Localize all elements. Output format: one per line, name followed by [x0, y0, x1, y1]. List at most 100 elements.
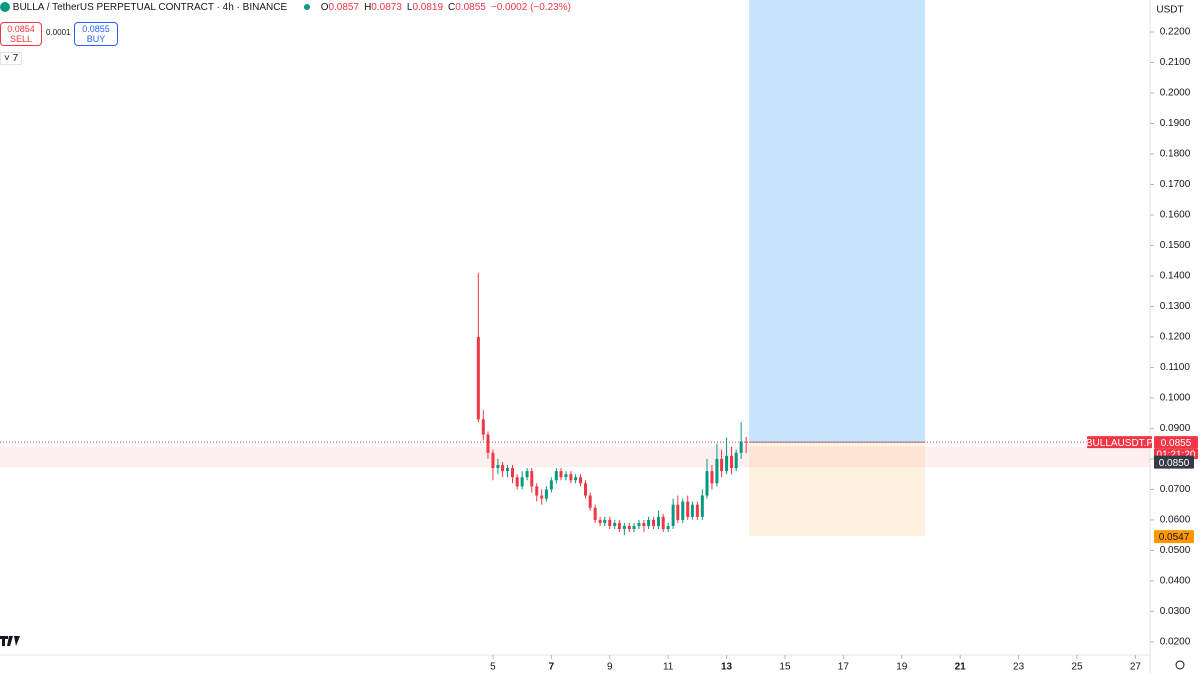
x-tick-label: 7 [549, 662, 555, 673]
candle-body [676, 504, 680, 520]
candle-body [511, 468, 515, 478]
y-tick-label: 0.1400 [1160, 271, 1191, 282]
candle-body [734, 452, 738, 469]
indicator-toggle[interactable]: ˅ 7 [0, 52, 23, 65]
ohlc-item: 0.0873 [371, 2, 402, 13]
candle-body [632, 526, 636, 530]
x-tick-label: 13 [721, 662, 733, 673]
candle-body [603, 519, 607, 523]
y-tick-label: 0.0200 [1160, 637, 1191, 648]
candle-body [652, 519, 656, 527]
ohlc-item: 0.0819 [412, 2, 444, 13]
candle-body [622, 526, 626, 530]
logo [0, 636, 20, 646]
symbol-label-bg [1087, 436, 1152, 449]
candle-body [569, 474, 573, 481]
buy-button[interactable]: 0.0855 BUY [74, 22, 118, 46]
candle-body [481, 419, 485, 435]
sell-label: SELL [9, 34, 33, 44]
candle-body [535, 486, 539, 496]
x-tick-label: 19 [896, 662, 908, 673]
ohlc-item: 0.0855 [455, 2, 486, 13]
x-tick-label: 23 [1013, 662, 1025, 673]
x-tick-label: 15 [779, 662, 791, 673]
countdown-text: 01:21:20 [1157, 449, 1196, 460]
candle-body [506, 468, 510, 472]
candle-body [647, 519, 651, 527]
x-tick-label: 17 [838, 662, 850, 673]
symbol-label: BULLAUSDT.P [1086, 436, 1154, 449]
last-price-label: 0.0855 [1154, 436, 1198, 449]
candle-body [525, 471, 529, 478]
symbol-label-text: BULLAUSDT.P [1086, 438, 1154, 449]
candle-body [690, 504, 694, 517]
y-tick-label: 0.0700 [1160, 484, 1191, 495]
candle-body [501, 465, 505, 472]
candle-body [617, 522, 621, 530]
ohlc-item: −0.0002 (−0.23%) [490, 2, 571, 13]
candle-body [540, 495, 544, 499]
candle-body [588, 495, 592, 508]
y-tick-label: 0.0400 [1160, 576, 1191, 587]
candle-body [730, 455, 734, 469]
candle-body [666, 526, 670, 530]
candle-body [642, 522, 646, 527]
buy-label: BUY [86, 34, 106, 44]
candle-body [671, 504, 675, 527]
currency[interactable]: USDT [1156, 5, 1183, 16]
level-label: 0.0850 [1154, 455, 1194, 469]
candle-body [744, 441, 748, 443]
ohlc-item: L [406, 2, 413, 13]
level-label-bg [1154, 455, 1194, 469]
candle-body [715, 458, 719, 484]
candle-body [739, 441, 743, 453]
candle-body [574, 477, 578, 481]
y-tick-label: 0.0500 [1160, 545, 1191, 556]
y-tick-label: 0.1600 [1160, 210, 1191, 221]
title[interactable]: BULLA / TetherUS PERPETUAL CONTRACT · 4h… [12, 2, 288, 13]
y-tick-label: 0.1000 [1160, 393, 1191, 404]
candle-body [476, 336, 480, 420]
candle-body [720, 458, 724, 472]
last-price-label-bg [1154, 436, 1198, 449]
y-tick-label: 0.1900 [1160, 118, 1191, 129]
y-tick-label: 0.0300 [1160, 606, 1191, 617]
y-tick-label: 0.1500 [1160, 240, 1191, 251]
spread: 0.0001 [46, 28, 71, 37]
ohlc-item: H [364, 2, 372, 13]
x-tick-label: 21 [955, 662, 967, 673]
y-tick-label: 0.1200 [1160, 332, 1191, 343]
candle-body [705, 471, 709, 496]
candle-body [544, 489, 548, 499]
candle-body [637, 522, 641, 527]
y-tick-label: 0.2000 [1160, 88, 1191, 99]
stop-label: 0.0547 [1154, 530, 1194, 543]
stop-label-bg [1154, 530, 1194, 544]
buy-price: 0.0855 [82, 24, 110, 34]
stop-box [749, 442, 926, 537]
settings-icon[interactable] [1175, 660, 1185, 670]
y-tick-label: 0.2100 [1160, 57, 1191, 68]
x-tick-label: 25 [1071, 662, 1083, 673]
x-tick-label: 9 [607, 662, 613, 673]
candle-body [627, 526, 631, 530]
y-tick-label: 0.1700 [1160, 179, 1191, 190]
candle-body [695, 504, 699, 517]
zone [0, 446, 1150, 468]
candle-body [700, 495, 704, 517]
candle-body [530, 471, 534, 487]
candle-body [686, 501, 690, 517]
indicator-count: 7 [12, 53, 19, 64]
ohlc-legend: O0.0857 H0.0873 L0.0819 C0.0855 −0.0002 (−0.… [321, 2, 571, 13]
candle-body [549, 480, 553, 490]
candle-body [657, 516, 661, 527]
sell-price: 0.0854 [7, 24, 35, 34]
sell-button[interactable]: 0.0854 SELL [0, 22, 42, 46]
candle-body [496, 465, 500, 469]
last-price-label-text: 0.0855 [1161, 438, 1192, 449]
stop-label-text: 0.0547 [1159, 532, 1190, 543]
candle-body [593, 507, 597, 520]
y-tick-label: 0.2200 [1160, 27, 1191, 38]
